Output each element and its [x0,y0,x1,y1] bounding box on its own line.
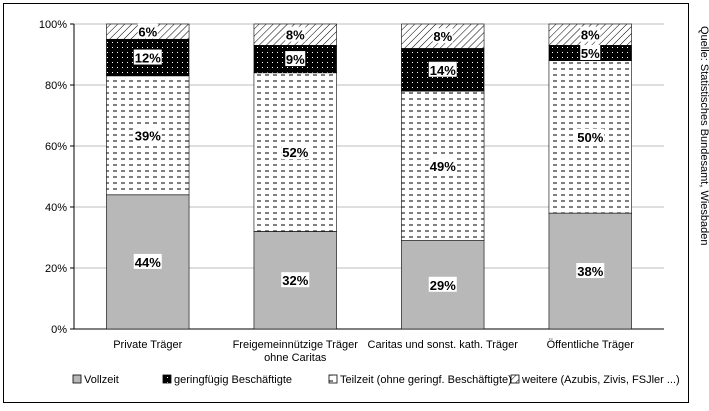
data-label-background [133,253,162,269]
data-label: 38% [577,264,603,279]
x-category-label: Freigemeinnützige Träger [233,339,359,351]
x-axis-labels: Private Träger Freigemeinnützige Trägeroh… [113,339,634,364]
x-category-label: Caritas und sonst. kath. Träger [368,339,519,351]
data-label-background [285,26,306,42]
data-label: 8% [433,29,452,44]
data-label: 8% [286,28,305,43]
data-label-background [285,51,306,67]
data-label: 32% [282,273,308,288]
legend-swatch [162,374,172,384]
bar-segment [401,23,485,49]
source-note: Quelle: Statistisches Bundesamt, Wiesbad… [698,26,709,246]
data-label-background [432,28,453,44]
bars: 44% 39% 12% 6% 32% 52% 9% 8% 29% 49% 14% 8% 38% 50% 5%… [106,23,632,330]
legend-swatch [510,374,520,384]
y-tick-label: 40% [45,202,67,214]
y-tick-label: 0% [51,324,67,336]
x-category-label: Öffentliche Träger [547,339,635,351]
legend-swatch [328,374,338,384]
legend: Vollzeit geringfügig Beschäftigte Teilzeit… [72,374,680,386]
legend-label: Teilzeit (ohne geringf. Beschäftigte) [340,374,512,386]
y-tick-label: 20% [45,263,67,275]
data-label-background [428,61,457,77]
data-label: 50% [577,130,603,145]
data-label-background [428,157,457,173]
data-label-background [576,263,605,279]
y-tick-label: 100% [39,19,67,31]
data-label-background [133,49,162,65]
data-label-background [281,272,310,288]
data-label-background [580,26,601,42]
legend-label: weitere (Azubis, Zivis, FSJler ...) [521,374,680,386]
data-label-background [137,23,158,39]
data-label: 5% [581,46,600,61]
data-label-background [580,44,601,60]
data-label: 52% [282,145,308,160]
data-label: 44% [135,255,161,270]
data-label-background [133,127,162,143]
data-label: 49% [430,159,456,174]
chart-frame [3,3,689,403]
y-tick-label: 80% [45,80,67,92]
data-label: 12% [135,51,161,66]
data-label-background [281,144,310,160]
legend-label: geringfügig Beschäftigte [174,374,292,386]
data-label: 6% [138,25,157,40]
data-label: 9% [286,52,305,67]
legend-swatch [72,374,82,384]
data-label-background [576,128,605,144]
legend-label: Vollzeit [84,374,119,386]
y-axis: 0% 20% 40% 60% 80% 100% [39,19,75,336]
data-label: 39% [135,128,161,143]
y-tick-label: 60% [45,141,67,153]
data-label: 14% [430,63,456,78]
data-label-background [428,276,457,292]
x-category-label: Private Träger [113,339,182,351]
data-label: 29% [430,278,456,293]
data-label: 8% [581,28,600,43]
x-category-label: ohne Caritas [264,352,327,364]
